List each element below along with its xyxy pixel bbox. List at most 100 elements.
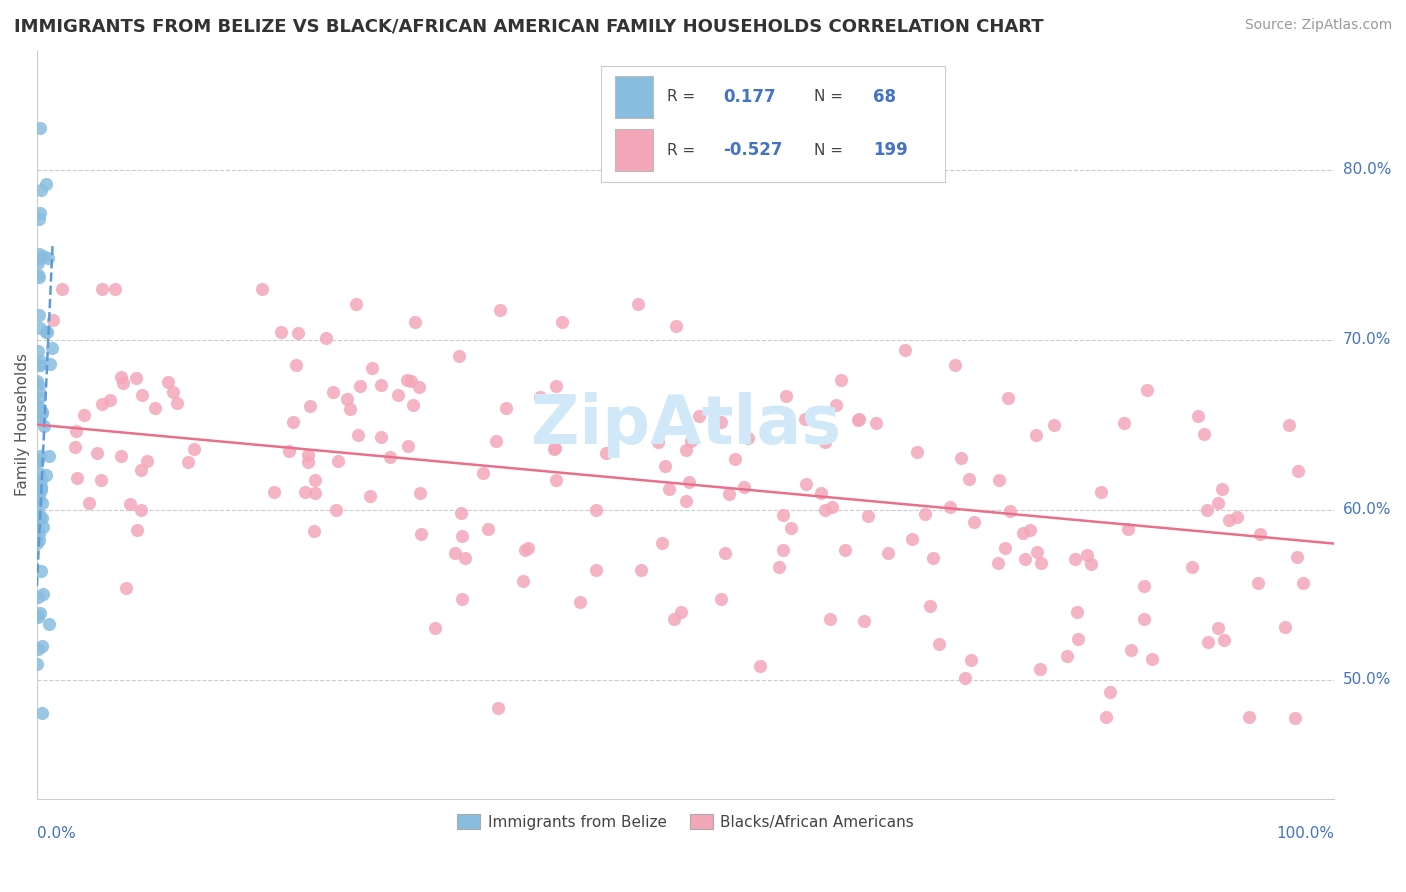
Point bbox=[717, 487, 740, 501]
Point bbox=[408, 379, 430, 393]
Point bbox=[25, 521, 48, 535]
Point bbox=[957, 472, 980, 486]
Text: 60.0%: 60.0% bbox=[1343, 502, 1391, 517]
Point bbox=[821, 500, 844, 515]
Point bbox=[30, 121, 52, 136]
Text: IMMIGRANTS FROM BELIZE VS BLACK/AFRICAN AMERICAN FAMILY HOUSEHOLDS CORRELATION C: IMMIGRANTS FROM BELIZE VS BLACK/AFRICAN … bbox=[14, 18, 1043, 36]
Point bbox=[1208, 621, 1230, 635]
Point bbox=[1029, 662, 1052, 676]
Point bbox=[349, 378, 371, 392]
Point bbox=[1019, 523, 1042, 537]
Point bbox=[1132, 612, 1154, 626]
Point bbox=[402, 399, 425, 413]
Point bbox=[336, 392, 359, 406]
Point bbox=[120, 497, 142, 511]
Point bbox=[627, 297, 650, 311]
Point bbox=[28, 308, 51, 322]
Point bbox=[131, 388, 153, 402]
Point bbox=[710, 415, 733, 429]
Point bbox=[28, 409, 51, 424]
Point bbox=[27, 475, 49, 490]
Point bbox=[30, 564, 52, 578]
Point bbox=[585, 503, 607, 517]
Point bbox=[287, 326, 309, 340]
Point bbox=[1213, 633, 1236, 648]
Point bbox=[876, 546, 898, 560]
Point bbox=[91, 397, 114, 411]
Point bbox=[658, 482, 681, 496]
Point bbox=[1090, 484, 1112, 499]
Point bbox=[665, 318, 688, 333]
Point bbox=[409, 485, 432, 500]
Point bbox=[928, 637, 950, 651]
Point bbox=[298, 399, 321, 413]
Point bbox=[450, 529, 472, 543]
Point bbox=[1121, 643, 1143, 657]
Point bbox=[994, 541, 1017, 555]
Point bbox=[529, 390, 551, 404]
Point bbox=[921, 551, 943, 566]
Point bbox=[66, 471, 89, 485]
Point bbox=[35, 468, 58, 483]
Point bbox=[326, 454, 349, 468]
Point bbox=[30, 354, 52, 368]
Point bbox=[27, 343, 49, 358]
Point bbox=[361, 361, 384, 376]
Point bbox=[27, 590, 49, 604]
Point bbox=[997, 392, 1019, 406]
Point bbox=[905, 444, 928, 458]
Point bbox=[166, 396, 188, 410]
Point bbox=[945, 358, 967, 372]
Point bbox=[848, 412, 870, 426]
Point bbox=[950, 450, 973, 465]
Point bbox=[347, 428, 370, 442]
Point bbox=[681, 434, 703, 448]
Point bbox=[1029, 556, 1052, 570]
Point bbox=[846, 412, 869, 426]
Point bbox=[404, 315, 426, 329]
Point bbox=[1211, 482, 1233, 496]
Point bbox=[129, 503, 152, 517]
Point bbox=[654, 459, 676, 474]
Point bbox=[814, 502, 837, 516]
Point bbox=[322, 384, 344, 399]
Point bbox=[30, 480, 52, 494]
Point bbox=[27, 453, 49, 467]
Point bbox=[834, 543, 856, 558]
Point bbox=[546, 379, 568, 393]
Point bbox=[1056, 648, 1078, 663]
Point bbox=[709, 592, 731, 607]
Point bbox=[104, 282, 127, 296]
Point bbox=[1135, 383, 1157, 397]
Point bbox=[143, 401, 166, 415]
Point bbox=[28, 481, 51, 495]
Point bbox=[294, 485, 316, 500]
Point bbox=[263, 484, 285, 499]
Point bbox=[297, 448, 319, 462]
Point bbox=[28, 391, 51, 405]
Point bbox=[399, 374, 422, 388]
Point bbox=[28, 401, 51, 415]
Point bbox=[1284, 711, 1306, 725]
Point bbox=[28, 508, 51, 522]
Point bbox=[25, 493, 48, 508]
Point bbox=[35, 177, 58, 191]
Point bbox=[25, 398, 48, 412]
Point bbox=[30, 473, 52, 487]
Point bbox=[1195, 502, 1218, 516]
Point bbox=[1066, 632, 1088, 647]
Point bbox=[31, 520, 53, 534]
Point bbox=[31, 706, 53, 720]
Point bbox=[1025, 428, 1047, 442]
Point bbox=[28, 449, 51, 463]
Point bbox=[662, 612, 685, 626]
Point bbox=[359, 489, 381, 503]
Point bbox=[1026, 545, 1049, 559]
Point bbox=[129, 463, 152, 477]
Point bbox=[1286, 464, 1309, 478]
Point bbox=[486, 701, 509, 715]
Point bbox=[27, 255, 49, 269]
Point bbox=[1181, 559, 1204, 574]
Text: 0.0%: 0.0% bbox=[37, 826, 76, 841]
Point bbox=[370, 378, 392, 392]
